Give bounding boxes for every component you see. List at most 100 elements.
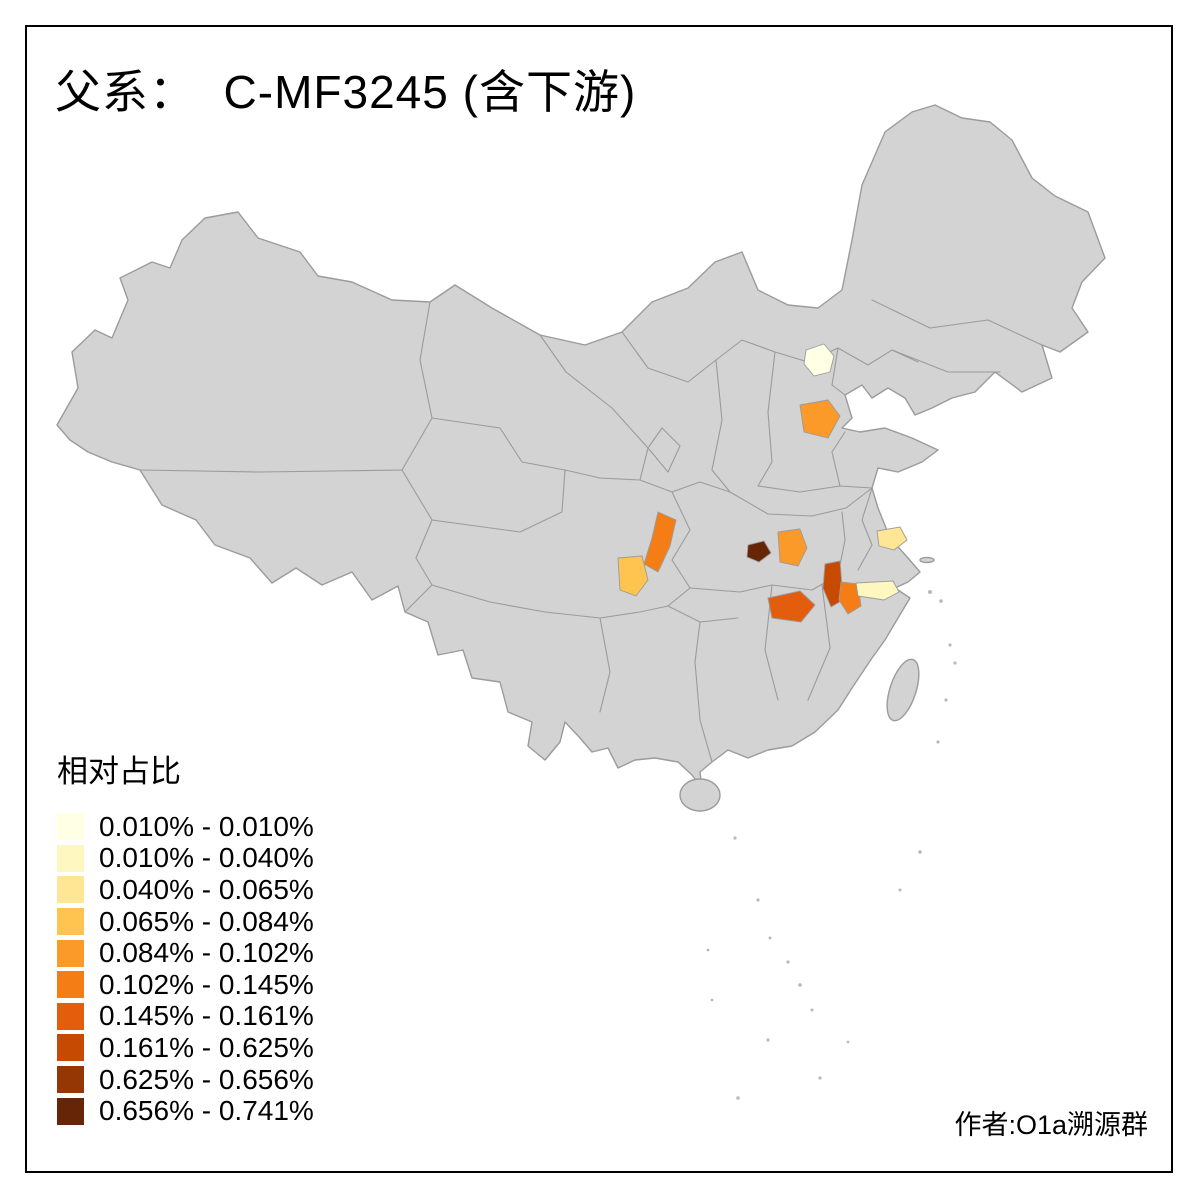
islet bbox=[898, 888, 902, 892]
province-border-line bbox=[857, 487, 873, 571]
legend-row: 0.145% - 0.161% bbox=[57, 1001, 314, 1033]
legend-label: 0.161% - 0.625% bbox=[99, 1031, 314, 1063]
province-border-line bbox=[891, 349, 1001, 373]
legend-row: 0.625% - 0.656% bbox=[57, 1064, 314, 1096]
islet bbox=[768, 936, 772, 940]
islet bbox=[736, 1096, 740, 1100]
islet bbox=[706, 948, 710, 952]
legend-label: 0.102% - 0.145% bbox=[99, 968, 314, 1000]
province-border-line bbox=[871, 299, 1043, 346]
islet bbox=[733, 836, 737, 840]
islet bbox=[928, 590, 932, 594]
province-border-line bbox=[139, 469, 403, 473]
islet bbox=[810, 1008, 814, 1012]
province-border-line bbox=[694, 621, 701, 663]
legend-row: 0.040% - 0.065% bbox=[57, 874, 314, 906]
province-border-line bbox=[694, 661, 713, 763]
province-border-line bbox=[599, 617, 611, 713]
highlight-region-6 bbox=[777, 528, 808, 567]
legend-row: 0.102% - 0.145% bbox=[57, 969, 314, 1001]
highlight-region-9 bbox=[838, 581, 862, 615]
legend-title: 相对占比 bbox=[57, 754, 181, 789]
legend-swatch bbox=[57, 876, 84, 904]
highlight-region-1 bbox=[803, 343, 835, 377]
province-border-line bbox=[831, 347, 846, 396]
legend-swatch bbox=[57, 1066, 84, 1094]
province-border-line bbox=[831, 431, 846, 487]
legend-row: 0.065% - 0.084% bbox=[57, 906, 314, 938]
author-credit: 作者:O1a溯源群 bbox=[954, 1110, 1148, 1140]
province-border-line bbox=[757, 351, 776, 487]
hainan-island bbox=[679, 778, 721, 812]
legend-row: 0.010% - 0.010% bbox=[57, 811, 314, 843]
legend-swatch bbox=[57, 1002, 84, 1030]
province-border-line bbox=[564, 469, 641, 481]
highlight-region-4 bbox=[617, 555, 649, 597]
islet bbox=[936, 740, 940, 744]
legend-row: 0.010% - 0.040% bbox=[57, 843, 314, 875]
legend-label: 0.084% - 0.102% bbox=[99, 937, 314, 969]
highlight-region-8 bbox=[822, 560, 844, 608]
islet bbox=[939, 599, 943, 603]
highlight-region-5 bbox=[746, 540, 772, 563]
province-border-line bbox=[711, 359, 731, 493]
legend-label: 0.625% - 0.656% bbox=[99, 1063, 314, 1095]
province-border-line bbox=[401, 469, 433, 613]
province-border-line bbox=[431, 469, 566, 533]
province-border-line bbox=[539, 334, 649, 481]
islet bbox=[818, 1076, 822, 1080]
legend-swatch bbox=[57, 844, 84, 872]
province-border-line bbox=[431, 584, 669, 619]
islet bbox=[710, 998, 714, 1002]
province-border-line bbox=[729, 487, 873, 517]
highlight-region-2 bbox=[799, 399, 841, 439]
islet bbox=[944, 698, 948, 702]
highlight-region-11 bbox=[876, 526, 908, 551]
south-china-sea-islets bbox=[706, 590, 957, 1100]
legend-label: 0.656% - 0.741% bbox=[99, 1095, 314, 1127]
province-border-line bbox=[431, 417, 566, 471]
province-border-line bbox=[807, 584, 831, 701]
islet bbox=[786, 960, 790, 964]
highlight-region-10 bbox=[855, 580, 900, 601]
legend: 相对占比 0.010% - 0.010% 0.010% - 0.040% 0.0… bbox=[57, 746, 314, 1127]
mainland-china bbox=[56, 104, 1106, 789]
legend-label: 0.065% - 0.084% bbox=[99, 905, 314, 937]
islet bbox=[756, 898, 760, 902]
taiwan-island bbox=[886, 658, 920, 722]
legend-label: 0.010% - 0.010% bbox=[99, 810, 314, 842]
province-borders bbox=[139, 299, 1043, 763]
province-border-line bbox=[401, 301, 433, 471]
legend-swatch bbox=[57, 1097, 84, 1125]
highlight-regions bbox=[617, 343, 908, 623]
islet bbox=[953, 661, 957, 665]
province-border-line bbox=[639, 479, 731, 493]
islet bbox=[798, 983, 802, 987]
province-border-line bbox=[667, 491, 691, 607]
islet bbox=[948, 643, 952, 647]
legend-swatch bbox=[57, 1034, 84, 1062]
legend-swatch bbox=[57, 971, 84, 999]
legend-row: 0.656% - 0.741% bbox=[57, 1095, 314, 1127]
islet bbox=[918, 850, 922, 854]
legend-label: 0.010% - 0.040% bbox=[99, 842, 314, 874]
legend-swatch bbox=[57, 939, 84, 967]
legend-row: 0.161% - 0.625% bbox=[57, 1032, 314, 1064]
province-border-line bbox=[757, 485, 873, 493]
islet bbox=[846, 1040, 850, 1044]
figure-title: 父系： C-MF3245 (含下游) bbox=[55, 66, 637, 118]
chongming-island bbox=[919, 556, 935, 564]
highlight-region-7 bbox=[767, 590, 816, 623]
legend-label: 0.145% - 0.161% bbox=[99, 1000, 314, 1032]
map-layers bbox=[56, 104, 1106, 1100]
legend-label: 0.040% - 0.065% bbox=[99, 873, 314, 905]
islet bbox=[766, 1038, 770, 1042]
legend-row: 0.084% - 0.102% bbox=[57, 937, 314, 969]
province-border-line bbox=[647, 427, 681, 473]
landmass bbox=[56, 104, 1106, 812]
highlight-region-3 bbox=[643, 511, 677, 573]
legend-swatch bbox=[57, 908, 84, 936]
legend-swatch bbox=[57, 813, 84, 841]
